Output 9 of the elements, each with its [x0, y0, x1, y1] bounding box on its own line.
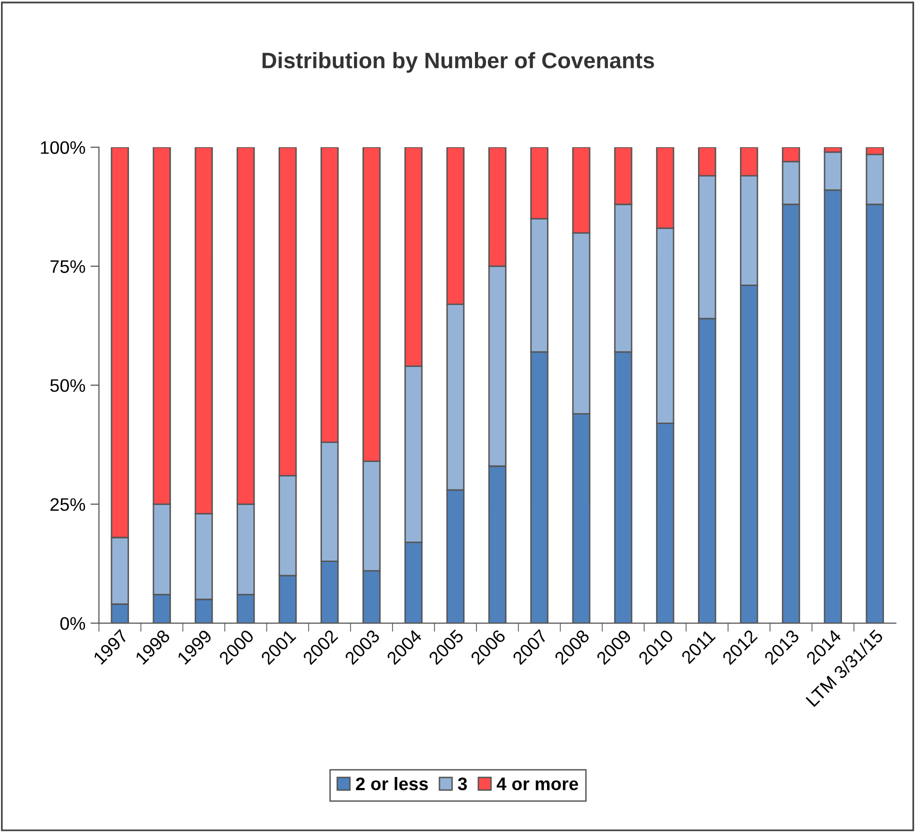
y-tick-label: 25%: [50, 498, 86, 511]
legend-label: 3: [458, 777, 467, 790]
legend-label: 4 or more: [496, 778, 578, 790]
y-tick-label: 75%: [50, 260, 86, 273]
legend-label: 2 or less: [356, 776, 428, 790]
chart-title: Distribution by Number of Covenants: [262, 52, 654, 73]
y-tick-label: 0%: [60, 617, 86, 630]
y-tick-label: 100%: [40, 141, 86, 154]
y-tick-label: 50%: [50, 379, 86, 392]
